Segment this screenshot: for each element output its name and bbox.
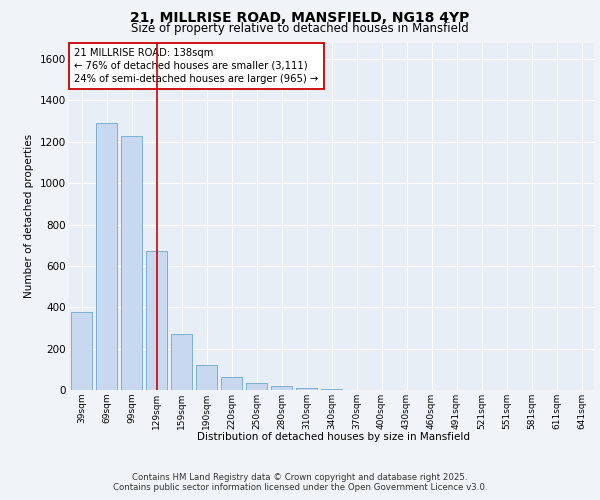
Bar bbox=[171, 334, 192, 390]
Text: Contains HM Land Registry data © Crown copyright and database right 2025.: Contains HM Land Registry data © Crown c… bbox=[132, 472, 468, 482]
Bar bbox=[71, 312, 92, 390]
Y-axis label: Number of detached properties: Number of detached properties bbox=[25, 134, 34, 298]
Bar bbox=[271, 386, 292, 390]
Bar bbox=[196, 365, 217, 390]
Bar bbox=[221, 376, 242, 390]
Bar bbox=[96, 123, 117, 390]
Text: Contains public sector information licensed under the Open Government Licence v3: Contains public sector information licen… bbox=[113, 484, 487, 492]
Text: Size of property relative to detached houses in Mansfield: Size of property relative to detached ho… bbox=[131, 22, 469, 35]
Text: 21, MILLRISE ROAD, MANSFIELD, NG18 4YP: 21, MILLRISE ROAD, MANSFIELD, NG18 4YP bbox=[130, 11, 470, 25]
Bar bbox=[246, 383, 267, 390]
Bar bbox=[146, 252, 167, 390]
Text: Distribution of detached houses by size in Mansfield: Distribution of detached houses by size … bbox=[197, 432, 470, 442]
Bar bbox=[296, 388, 317, 390]
Text: 21 MILLRISE ROAD: 138sqm
← 76% of detached houses are smaller (3,111)
24% of sem: 21 MILLRISE ROAD: 138sqm ← 76% of detach… bbox=[74, 48, 319, 84]
Bar bbox=[121, 136, 142, 390]
